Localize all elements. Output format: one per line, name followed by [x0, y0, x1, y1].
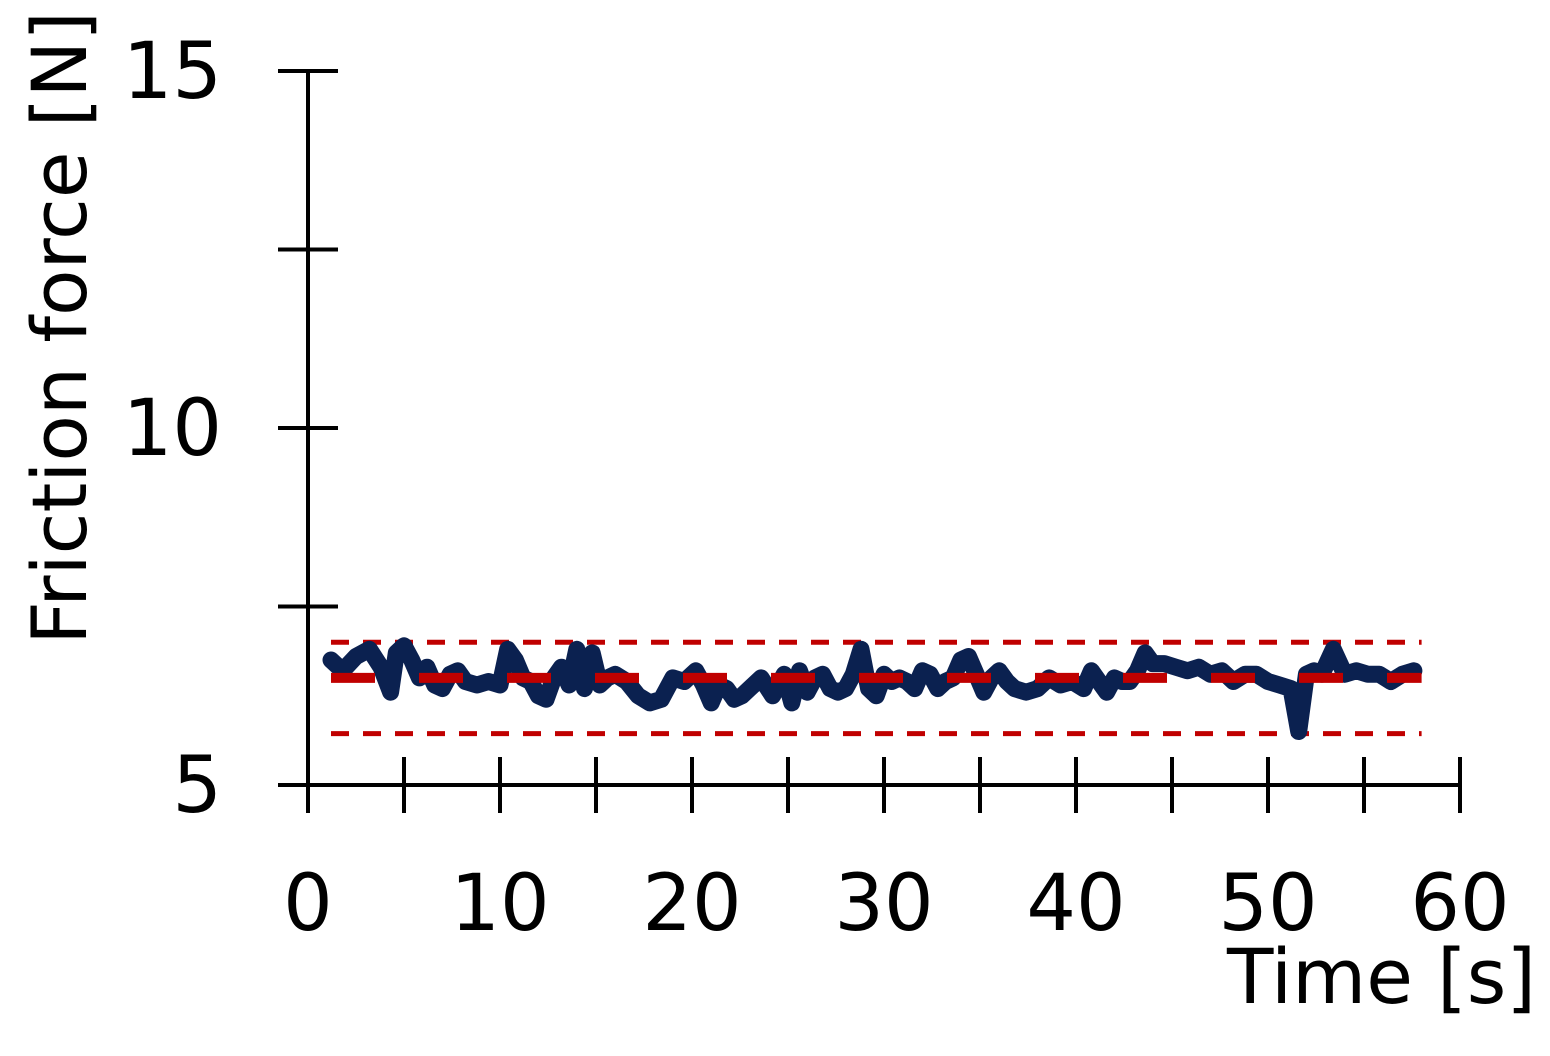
- x-tick-label: 20: [642, 859, 741, 949]
- x-tick-label: 40: [1026, 859, 1125, 949]
- tick-marks: [278, 69, 1462, 813]
- x-tick-label: 0: [283, 859, 333, 949]
- x-tick-label: 50: [1218, 859, 1317, 949]
- y-tick-label: 10: [123, 384, 222, 474]
- measured-friction-line: [322, 637, 1423, 740]
- y-axis-title: Friction force [N]: [15, 11, 104, 645]
- x-axis-title: Time [s]: [1226, 932, 1536, 1021]
- x-tick-label: 60: [1410, 859, 1509, 949]
- x-tick-label: 10: [450, 859, 549, 949]
- tick-labels: 0 10 20 30 40 50 60 5 10 15: [123, 27, 1510, 949]
- y-tick-label: 15: [123, 27, 222, 117]
- x-tick-label: 30: [834, 859, 933, 949]
- y-tick-label: 5: [172, 741, 222, 831]
- series-layer: [322, 637, 1423, 740]
